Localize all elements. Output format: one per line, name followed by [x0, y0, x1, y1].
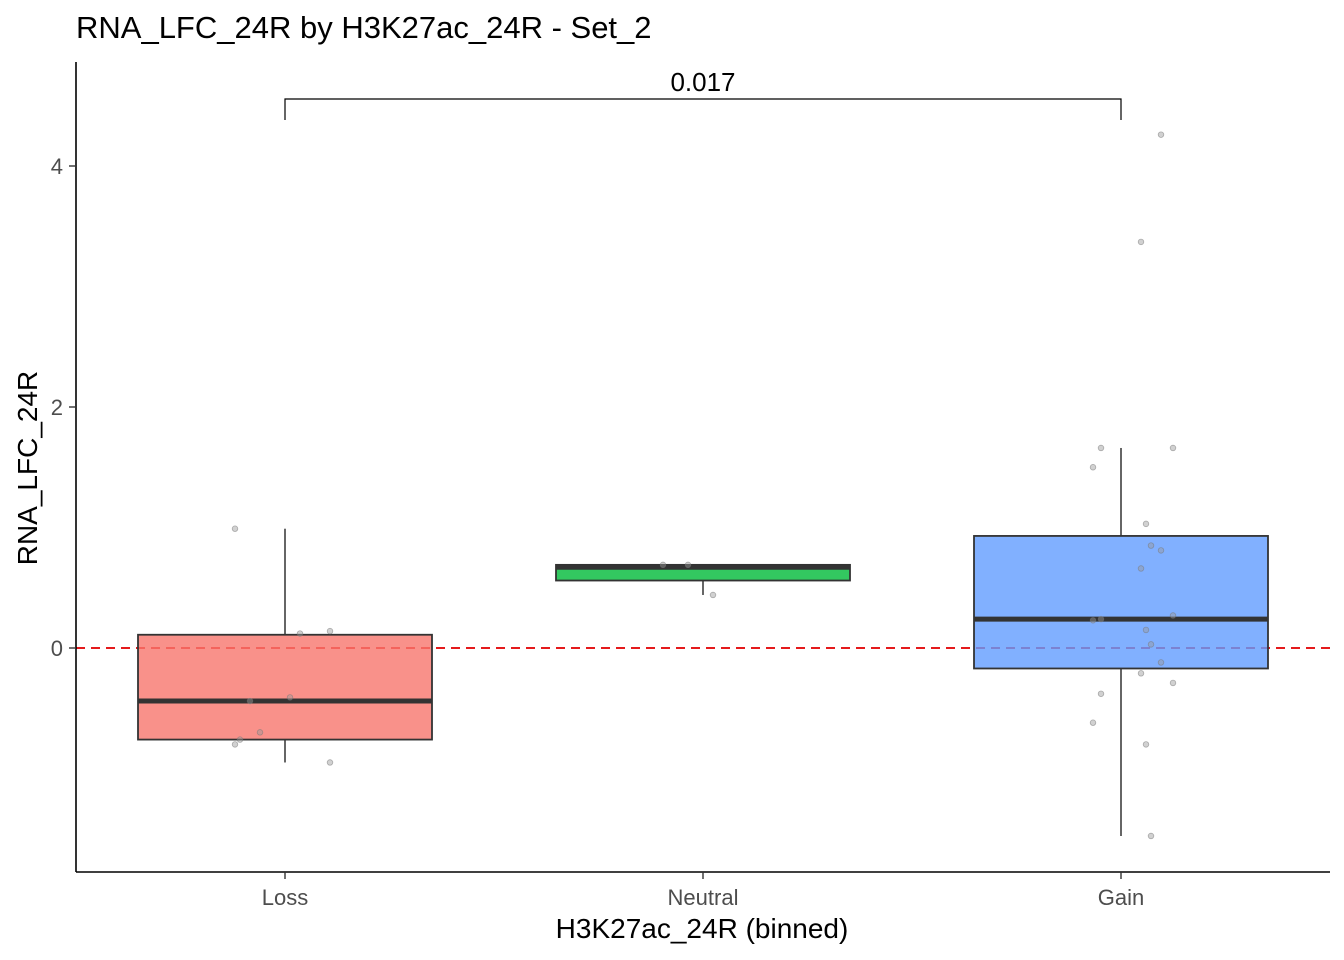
data-point-gain — [1147, 542, 1155, 549]
box-rect-gain — [973, 535, 1269, 670]
data-point-loss — [286, 694, 294, 701]
x-axis-title: H3K27ac_24R (binned) — [556, 913, 849, 944]
data-point-gain — [1137, 565, 1145, 572]
chart-title: RNA_LFC_24R by H3K27ac_24R - Set_2 — [76, 10, 652, 45]
x-tick-label: Neutral — [668, 885, 739, 910]
box-gain — [973, 447, 1269, 836]
box-loss — [137, 528, 433, 763]
data-point-gain — [1147, 832, 1155, 840]
data-point-gain — [1157, 547, 1165, 554]
data-point-gain — [1142, 626, 1150, 634]
data-point-loss — [231, 525, 239, 532]
axes-layer: 0 2 4 Loss Neutral Gain — [51, 62, 1330, 910]
data-point-gain — [1097, 615, 1105, 623]
data-point-gain — [1097, 690, 1105, 697]
data-point-gain — [1089, 719, 1097, 726]
box-neutral — [555, 563, 851, 595]
data-point-neutral — [709, 591, 717, 599]
significance-layer: 0.017 — [284, 67, 1122, 120]
data-point-gain — [1147, 641, 1155, 648]
data-point-neutral — [684, 561, 692, 569]
data-point-gain — [1137, 238, 1145, 246]
y-tick-label: 0 — [51, 636, 63, 661]
significance-bracket — [284, 98, 1122, 120]
data-point-loss — [256, 729, 264, 736]
data-point-neutral — [659, 561, 667, 569]
boxes-layer — [137, 447, 1269, 836]
data-point-gain — [1169, 444, 1177, 452]
data-point-gain — [1142, 741, 1150, 748]
data-point-gain — [1089, 617, 1097, 624]
data-point-gain — [1142, 520, 1150, 528]
data-point-loss — [231, 741, 239, 748]
data-point-gain — [1089, 464, 1097, 471]
data-point-gain — [1169, 612, 1177, 619]
y-tick-label: 4 — [51, 154, 63, 179]
data-point-gain — [1157, 659, 1165, 666]
data-point-loss — [236, 736, 244, 743]
data-point-loss — [246, 697, 254, 705]
points-layer — [231, 131, 1177, 840]
p-value-label: 0.017 — [670, 67, 735, 97]
data-point-loss — [296, 630, 304, 637]
y-tick-label: 2 — [51, 395, 63, 420]
data-point-loss — [326, 627, 334, 635]
data-point-gain — [1097, 444, 1105, 452]
box-rect-loss — [137, 633, 433, 741]
x-tick-label: Loss — [262, 885, 308, 910]
y-axis-title: RNA_LFC_24R — [12, 371, 43, 566]
data-point-gain — [1137, 670, 1145, 677]
data-point-gain — [1157, 131, 1165, 138]
x-tick-label: Gain — [1098, 885, 1144, 910]
data-point-gain — [1169, 679, 1177, 687]
data-point-loss — [326, 759, 334, 766]
